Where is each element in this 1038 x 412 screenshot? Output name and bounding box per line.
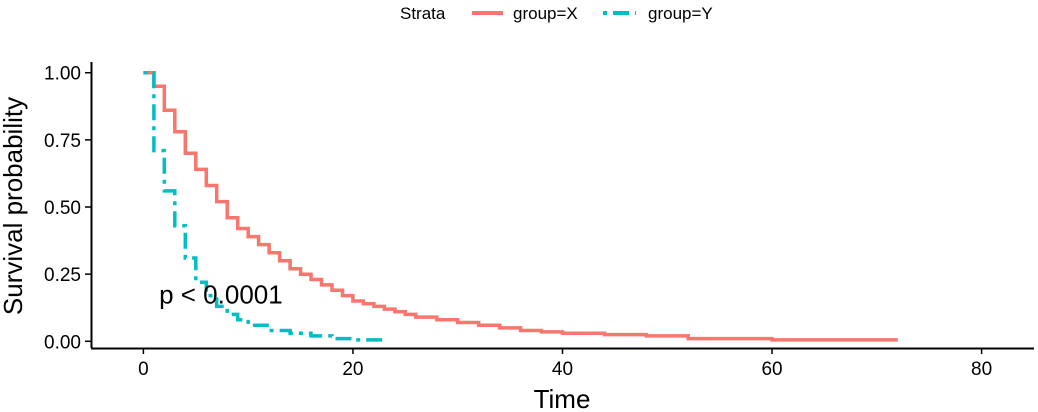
- p-value-annotation: p < 0.0001: [159, 279, 283, 309]
- x-tick-label: 20: [342, 359, 363, 380]
- y-tick-label: 0.50: [44, 198, 81, 219]
- y-tick-label: 1.00: [44, 64, 81, 85]
- y-tick-label: 0.00: [44, 332, 81, 353]
- x-ticks: 0 20 40 60 80: [138, 348, 992, 380]
- series-layer: [143, 70, 898, 342]
- legend-label-group-y: group=Y: [648, 4, 713, 23]
- x-tick-label: 0: [138, 359, 149, 380]
- x-axis-title: Time: [534, 384, 591, 412]
- x-tick-label: 40: [552, 359, 573, 380]
- y-tick-label: 0.25: [44, 265, 81, 286]
- legend-label-group-x: group=X: [513, 4, 578, 23]
- y-tick-label: 0.75: [44, 131, 81, 152]
- series-line-group-x: [143, 70, 898, 342]
- legend-title: Strata: [400, 4, 446, 23]
- y-ticks: 0.00 0.25 0.50 0.75 1.00: [44, 64, 91, 353]
- series-line-group-y: [143, 70, 385, 342]
- x-tick-label: 60: [761, 359, 782, 380]
- x-tick-label: 80: [971, 359, 992, 380]
- legend: Strata group=X group=Y: [400, 4, 713, 23]
- y-axis-title: Survival probability: [0, 97, 28, 315]
